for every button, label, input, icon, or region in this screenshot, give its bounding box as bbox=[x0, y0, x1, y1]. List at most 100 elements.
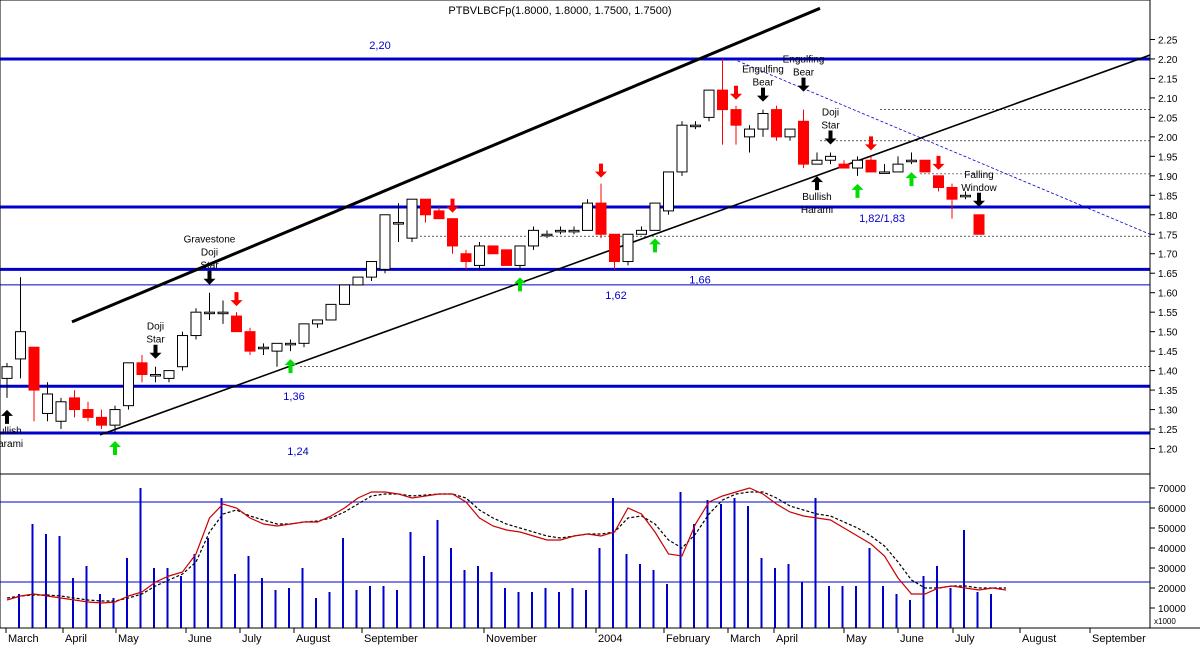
volume-tick-label: 10000 bbox=[1158, 604, 1186, 615]
price-tick-label: 1.25 bbox=[1158, 425, 1178, 436]
candle-body bbox=[42, 393, 53, 414]
price-tick-label: 1.30 bbox=[1158, 406, 1178, 417]
candle-body bbox=[879, 171, 890, 174]
candle-body bbox=[568, 229, 580, 233]
x-tick-label: August bbox=[1022, 633, 1056, 645]
x-tick-label: September bbox=[1092, 633, 1146, 645]
x-tick-label: March bbox=[730, 633, 761, 645]
level-label: 2,20 bbox=[369, 40, 390, 52]
candle-body bbox=[352, 276, 364, 286]
candle-body bbox=[312, 319, 323, 325]
candle-body bbox=[406, 198, 418, 239]
candle-body bbox=[285, 342, 296, 346]
x-tick-label: September bbox=[364, 633, 418, 645]
x-tick-label: July bbox=[955, 633, 975, 645]
indicator-fast-line bbox=[6, 487, 1007, 604]
candle-body bbox=[204, 311, 215, 315]
candle-body bbox=[973, 214, 985, 235]
candle-body bbox=[541, 233, 553, 237]
candle-body bbox=[217, 311, 229, 315]
candle-body bbox=[919, 159, 931, 173]
candle-body bbox=[231, 315, 242, 333]
candle-body bbox=[177, 335, 188, 368]
candle-body bbox=[757, 112, 769, 130]
pattern-label: Star bbox=[146, 335, 165, 346]
volume-tick-label: 70000 bbox=[1158, 484, 1186, 495]
x-tick-label: May bbox=[846, 633, 867, 645]
pattern-label: Bullish bbox=[802, 192, 831, 203]
candle-body bbox=[447, 218, 458, 247]
candle-body bbox=[96, 416, 107, 426]
up-arrow-icon bbox=[905, 172, 918, 187]
down-arrow-icon bbox=[932, 155, 945, 170]
price-tick-label: 2.10 bbox=[1158, 94, 1178, 105]
candle-body bbox=[892, 163, 904, 173]
down-arrow-icon bbox=[446, 198, 459, 213]
candle-body bbox=[649, 202, 661, 231]
pattern-label: Engulfing bbox=[783, 55, 825, 66]
price-tick-label: 1.90 bbox=[1158, 172, 1178, 183]
candle-body bbox=[771, 109, 782, 138]
up-arrow-icon bbox=[1, 409, 13, 424]
x-tick-label: July bbox=[242, 633, 262, 645]
down-arrow-icon bbox=[824, 130, 837, 145]
candle-body bbox=[433, 210, 445, 220]
x-tick-label: April bbox=[65, 633, 87, 645]
pattern-label: Doji bbox=[147, 322, 164, 333]
candle-body bbox=[150, 374, 161, 377]
price-tick-label: 2.25 bbox=[1158, 35, 1178, 46]
volume-tick-label: 30000 bbox=[1158, 564, 1186, 575]
pattern-label: Star bbox=[821, 120, 840, 131]
up-arrow-icon bbox=[851, 183, 864, 198]
candle-body bbox=[109, 409, 121, 426]
price-frame bbox=[0, 0, 1151, 475]
candle-body bbox=[393, 222, 404, 225]
level-label: 1,36 bbox=[283, 391, 304, 403]
candle-body bbox=[244, 331, 256, 352]
candle-body bbox=[690, 124, 701, 128]
down-arrow-icon bbox=[730, 85, 742, 100]
candle-body bbox=[69, 397, 80, 411]
candle-body bbox=[163, 370, 175, 379]
candle-body bbox=[514, 245, 526, 266]
candle-body bbox=[595, 202, 607, 235]
candle-body bbox=[325, 303, 337, 321]
up-arrow-icon bbox=[514, 277, 526, 292]
candle-body bbox=[960, 194, 971, 198]
candle-body bbox=[474, 245, 485, 266]
price-tick-label: 1.75 bbox=[1158, 230, 1178, 241]
candle-body bbox=[339, 284, 350, 305]
candle-body bbox=[366, 261, 377, 278]
candle-body bbox=[582, 202, 593, 231]
price-tick-label: 1.35 bbox=[1158, 386, 1178, 397]
pattern-label: Bullish bbox=[0, 426, 22, 437]
candle-body bbox=[798, 120, 809, 165]
pattern-label: Bear bbox=[793, 68, 815, 79]
down-arrow-icon bbox=[595, 163, 607, 178]
candle-body bbox=[15, 331, 26, 360]
down-arrow-icon bbox=[203, 270, 216, 285]
x-tick-label: June bbox=[188, 633, 212, 645]
chart-title: PTBVLBCFp(1.8000, 1.8000, 1.7500, 1.7500… bbox=[448, 5, 671, 17]
x-tick-label: June bbox=[900, 633, 924, 645]
candle-body bbox=[609, 233, 620, 263]
candle-body bbox=[379, 214, 391, 270]
candle-body bbox=[460, 253, 472, 263]
level-label: 1,66 bbox=[689, 274, 710, 286]
pattern-label: Falling bbox=[964, 170, 993, 181]
candle-body bbox=[676, 124, 688, 173]
price-tick-label: 1.55 bbox=[1158, 308, 1178, 319]
candle-body bbox=[28, 346, 40, 391]
upper-trend-line bbox=[71, 6, 821, 324]
candle-body bbox=[1, 366, 13, 379]
x-tick-label: April bbox=[776, 633, 798, 645]
candle-body bbox=[865, 159, 877, 173]
volume-tick-label: 20000 bbox=[1158, 584, 1186, 595]
volume-unit-label: x1000 bbox=[1154, 617, 1176, 626]
candle-body bbox=[528, 229, 539, 247]
candle-body bbox=[190, 311, 202, 337]
candle-body bbox=[487, 245, 499, 255]
price-tick-label: 1.70 bbox=[1158, 250, 1178, 261]
candle-body bbox=[703, 89, 715, 118]
